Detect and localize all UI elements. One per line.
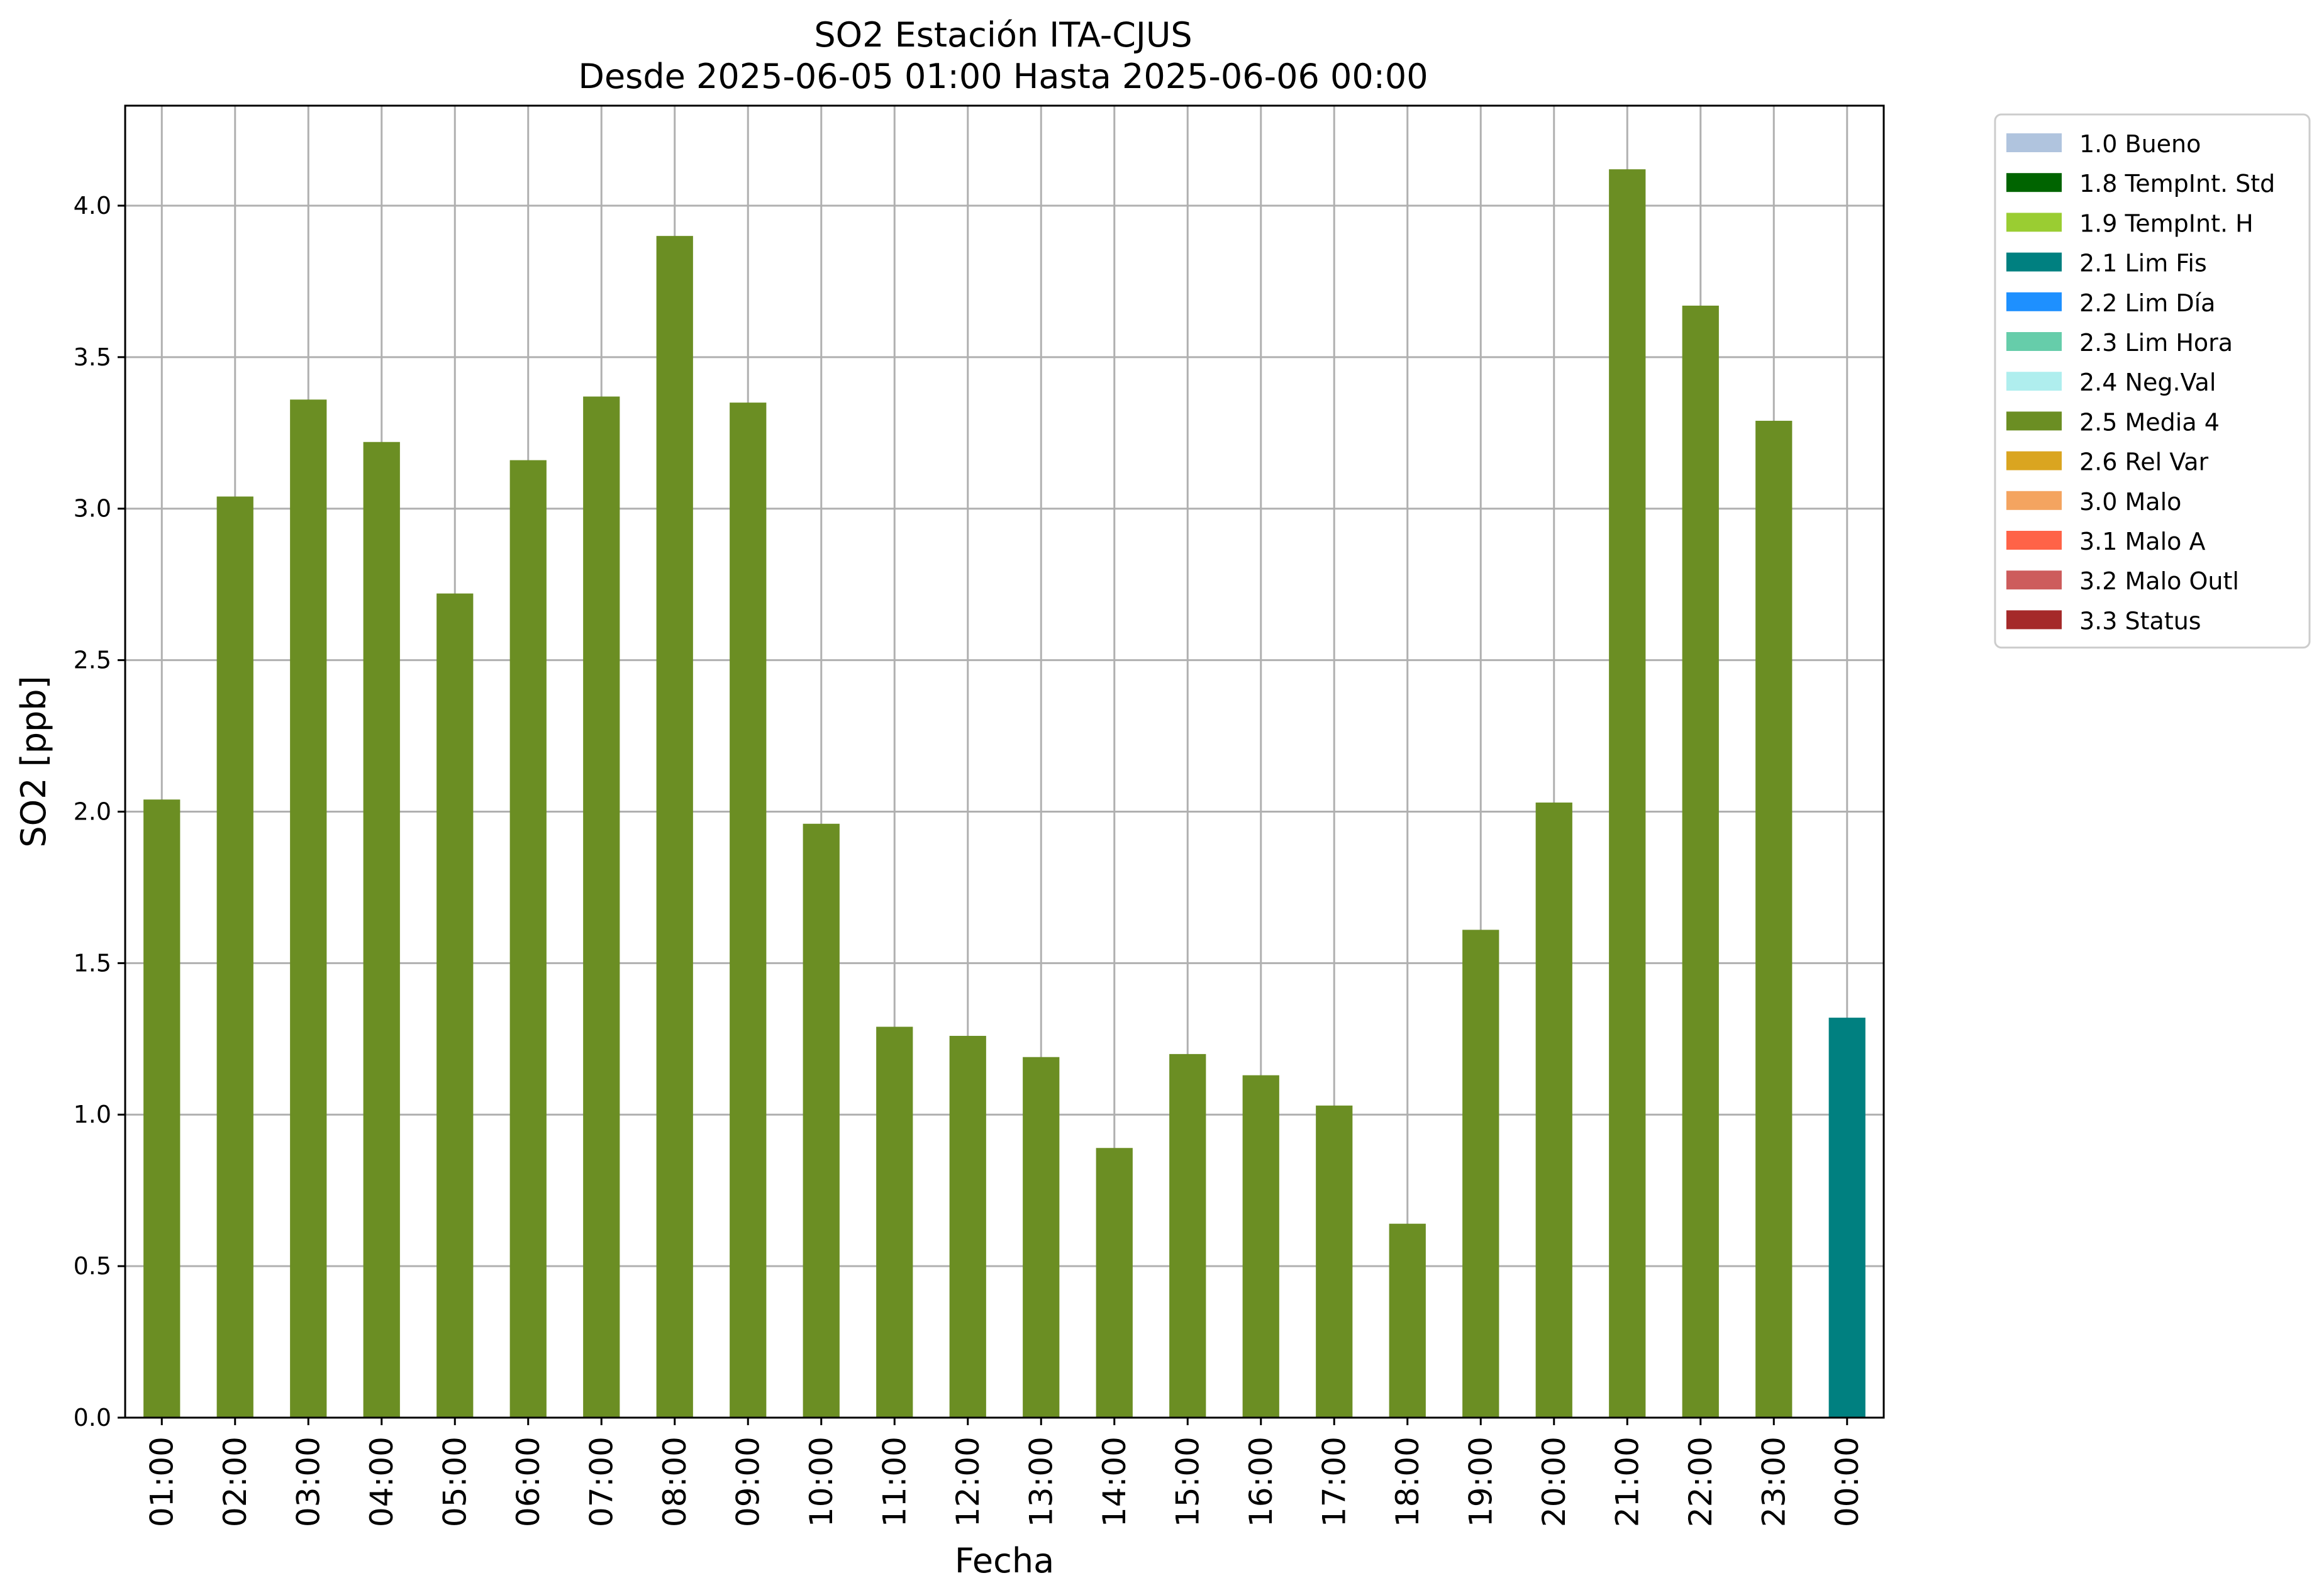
legend-entry: 2.1 Lim Fis bbox=[2079, 250, 2207, 277]
x-tick-label: 11:00 bbox=[876, 1437, 913, 1527]
bar-2100 bbox=[1609, 169, 1646, 1418]
legend-swatch bbox=[2006, 252, 2062, 272]
bar-1700 bbox=[1316, 1105, 1353, 1418]
legend-swatch bbox=[2006, 332, 2062, 351]
legend-swatch bbox=[2006, 213, 2062, 232]
x-tick-label: 07:00 bbox=[583, 1437, 620, 1527]
x-tick-label: 15:00 bbox=[1169, 1437, 1206, 1527]
legend-entry: 2.6 Rel Var bbox=[2079, 448, 2209, 476]
x-tick-label: 12:00 bbox=[950, 1437, 986, 1527]
x-tick-label: 20:00 bbox=[1536, 1437, 1572, 1527]
legend-swatch bbox=[2006, 133, 2062, 152]
x-tick-label: 00:00 bbox=[1829, 1437, 1865, 1527]
x-tick-label: 05:00 bbox=[436, 1437, 473, 1527]
chart-subtitle: Desde 2025-06-05 01:00 Hasta 2025-06-06 … bbox=[578, 57, 1428, 96]
x-tick-label: 13:00 bbox=[1023, 1437, 1059, 1527]
bar-1400 bbox=[1096, 1148, 1133, 1418]
bar-1300 bbox=[1023, 1057, 1060, 1418]
x-tick-label: 16:00 bbox=[1243, 1437, 1279, 1527]
legend-entry: 3.1 Malo A bbox=[2079, 528, 2205, 555]
legend-swatch bbox=[2006, 372, 2062, 391]
x-tick-label: 08:00 bbox=[657, 1437, 693, 1527]
bar-0000 bbox=[1828, 1018, 1865, 1418]
y-tick-label: 3.5 bbox=[74, 343, 111, 371]
legend-entry: 3.0 Malo bbox=[2079, 488, 2181, 516]
legend-entry: 2.5 Media 4 bbox=[2079, 408, 2220, 436]
bar-0800 bbox=[656, 236, 693, 1418]
bar-1800 bbox=[1389, 1223, 1426, 1418]
legend-entry: 1.8 TempInt. Std bbox=[2079, 170, 2275, 197]
bar-1900 bbox=[1462, 930, 1499, 1418]
x-tick-label: 02:00 bbox=[217, 1437, 253, 1527]
x-tick-label: 22:00 bbox=[1682, 1437, 1719, 1527]
bar-1600 bbox=[1242, 1075, 1279, 1418]
y-tick-label: 0.5 bbox=[74, 1252, 111, 1280]
chart-title: SO2 Estación ITA-CJUS bbox=[814, 15, 1192, 55]
x-tick-label: 18:00 bbox=[1389, 1437, 1426, 1527]
legend-swatch bbox=[2006, 451, 2062, 470]
bar-2300 bbox=[1755, 421, 1793, 1418]
plot-frame bbox=[124, 104, 1885, 1419]
x-tick-label: 03:00 bbox=[290, 1437, 326, 1527]
x-tick-label: 04:00 bbox=[364, 1437, 400, 1527]
bar-1200 bbox=[949, 1035, 986, 1418]
legend-entry: 1.0 Bueno bbox=[2079, 130, 2201, 158]
bar-0500 bbox=[436, 593, 474, 1418]
bar-0900 bbox=[730, 403, 767, 1418]
y-tick-label: 3.0 bbox=[74, 495, 111, 523]
legend-swatch bbox=[2006, 173, 2062, 192]
y-tick-label: 1.5 bbox=[74, 949, 111, 977]
legend-entry: 3.3 Status bbox=[2079, 607, 2201, 635]
legend-swatch bbox=[2006, 531, 2062, 550]
y-axis-label: SO2 [ppb] bbox=[14, 675, 53, 847]
y-tick-label: 0.0 bbox=[74, 1404, 111, 1431]
bar-1500 bbox=[1169, 1053, 1206, 1418]
bar-0400 bbox=[363, 442, 400, 1418]
bar-0300 bbox=[290, 399, 327, 1418]
bar-1100 bbox=[876, 1026, 913, 1418]
legend-swatch bbox=[2006, 570, 2062, 590]
x-tick-label: 09:00 bbox=[730, 1437, 766, 1527]
bar-1000 bbox=[803, 823, 840, 1418]
bar-2200 bbox=[1682, 305, 1719, 1418]
legend-entry: 3.2 Malo Outl bbox=[2079, 567, 2239, 595]
legend-entry: 2.4 Neg.Val bbox=[2079, 369, 2216, 396]
y-tick-label: 1.0 bbox=[74, 1101, 111, 1128]
legend-swatch bbox=[2006, 411, 2062, 431]
legend: 1.0 Bueno 1.8 TempInt. Std 1.9 TempInt. H 2… bbox=[1994, 113, 2311, 649]
legend-swatch bbox=[2006, 610, 2062, 630]
x-tick-label: 06:00 bbox=[510, 1437, 547, 1527]
bar-0200 bbox=[216, 496, 253, 1418]
bar-2000 bbox=[1535, 803, 1572, 1418]
legend-entry: 1.9 TempInt. H bbox=[2079, 209, 2254, 237]
bar-0600 bbox=[509, 460, 547, 1418]
x-axis-label: Fecha bbox=[955, 1541, 1054, 1581]
x-tick-label: 14:00 bbox=[1096, 1437, 1133, 1527]
x-tick-label: 23:00 bbox=[1755, 1437, 1792, 1527]
legend-swatch bbox=[2006, 292, 2062, 311]
bars bbox=[143, 169, 1865, 1418]
y-tick-label: 2.5 bbox=[74, 647, 111, 674]
bar-0100 bbox=[143, 799, 181, 1418]
y-tick-label: 4.0 bbox=[74, 192, 111, 220]
x-tick-label: 10:00 bbox=[803, 1437, 840, 1527]
bar-0700 bbox=[583, 396, 620, 1418]
legend-swatch bbox=[2006, 491, 2062, 510]
x-tick-label: 17:00 bbox=[1316, 1437, 1352, 1527]
x-axis-ticks: 01:00 02:00 03:00 04:00 05:00 06:00 07:00 08:00… bbox=[143, 1418, 1865, 1527]
x-tick-label: 21:00 bbox=[1609, 1437, 1645, 1527]
legend-entry: 2.3 Lim Hora bbox=[2079, 329, 2233, 357]
x-tick-label: 01:00 bbox=[143, 1437, 180, 1527]
y-tick-label: 2.0 bbox=[74, 798, 111, 825]
x-tick-label: 19:00 bbox=[1462, 1437, 1499, 1527]
legend-box bbox=[1994, 113, 2311, 649]
y-axis-ticks: 0.0 0.5 1.0 1.5 2.0 2.5 3.0 3.5 4.0 bbox=[74, 192, 125, 1431]
legend-entry: 2.2 Lim Día bbox=[2079, 289, 2215, 317]
